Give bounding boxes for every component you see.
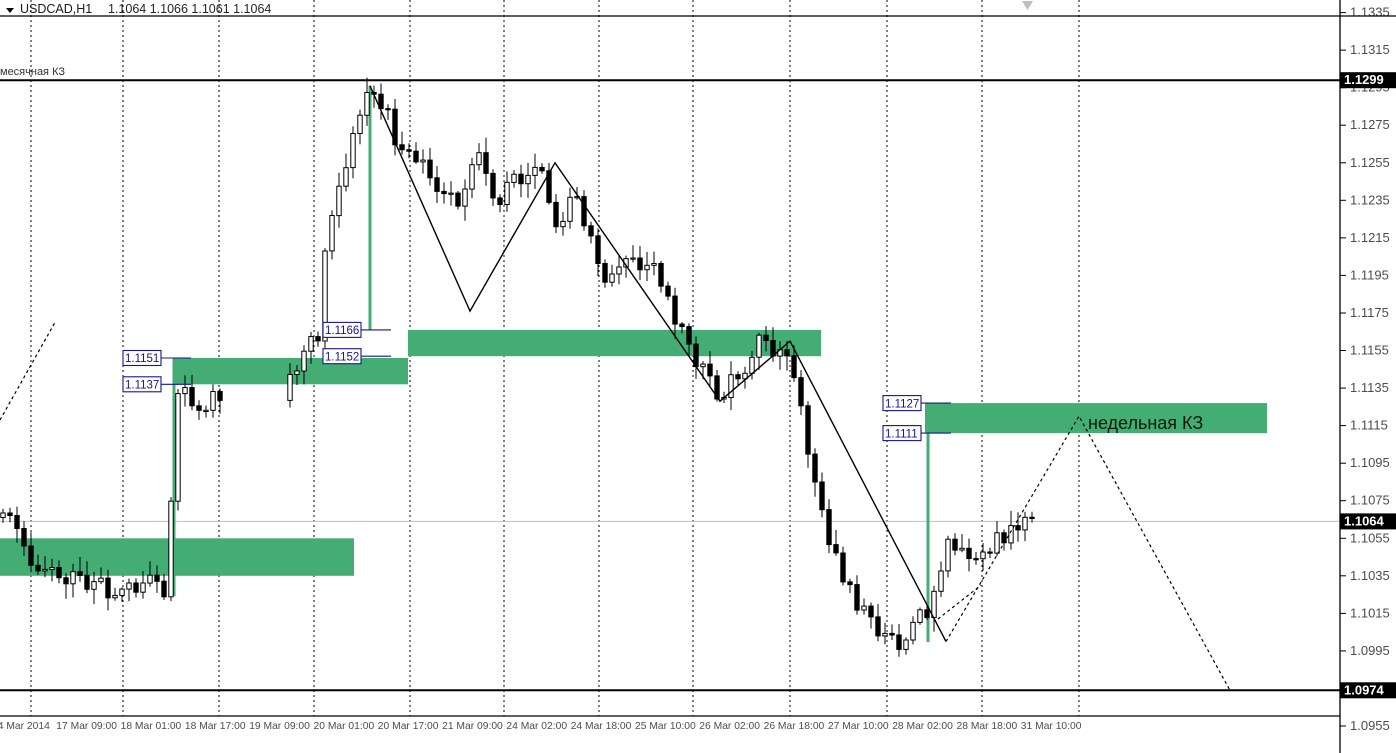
svg-text:1.1255: 1.1255 bbox=[1350, 155, 1390, 170]
svg-text:17 Mar 09:00: 17 Mar 09:00 bbox=[56, 721, 117, 732]
svg-text:19 Mar 09:00: 19 Mar 09:00 bbox=[249, 721, 310, 732]
svg-text:1.1135: 1.1135 bbox=[1350, 380, 1389, 395]
svg-text:24 Mar 02:00: 24 Mar 02:00 bbox=[506, 721, 567, 732]
svg-text:1.1064 1.1066 1.1061 1.1064: 1.1064 1.1066 1.1061 1.1064 bbox=[108, 2, 271, 16]
svg-text:1.1075: 1.1075 bbox=[1350, 493, 1390, 508]
svg-text:1.1335: 1.1335 bbox=[1350, 5, 1390, 20]
svg-text:20 Mar 17:00: 20 Mar 17:00 bbox=[378, 721, 439, 732]
svg-text:18 Mar 17:00: 18 Mar 17:00 bbox=[185, 721, 246, 732]
svg-text:18 Mar 01:00: 18 Mar 01:00 bbox=[121, 721, 182, 732]
svg-text:1.1235: 1.1235 bbox=[1350, 192, 1390, 207]
svg-text:26 Mar 02:00: 26 Mar 02:00 bbox=[699, 721, 760, 732]
svg-text:1.1152: 1.1152 bbox=[325, 351, 359, 363]
svg-text:1.1111: 1.1111 bbox=[885, 428, 918, 440]
svg-text:1.1275: 1.1275 bbox=[1350, 117, 1390, 132]
svg-text:USDCAD,H1: USDCAD,H1 bbox=[20, 2, 92, 16]
svg-text:1.1015: 1.1015 bbox=[1350, 605, 1390, 620]
svg-text:1.1095: 1.1095 bbox=[1350, 455, 1390, 470]
svg-text:14 Mar 2014: 14 Mar 2014 bbox=[0, 721, 50, 732]
svg-text:24 Mar 18:00: 24 Mar 18:00 bbox=[571, 721, 632, 732]
svg-text:1.1175: 1.1175 bbox=[1350, 305, 1389, 320]
svg-text:1.0974: 1.0974 bbox=[1344, 682, 1385, 697]
svg-text:20 Mar 01:00: 20 Mar 01:00 bbox=[314, 721, 375, 732]
svg-text:1.1315: 1.1315 bbox=[1350, 42, 1390, 57]
svg-text:28 Mar 02:00: 28 Mar 02:00 bbox=[892, 721, 953, 732]
svg-text:1.1195: 1.1195 bbox=[1350, 267, 1389, 282]
svg-text:1.1064: 1.1064 bbox=[1344, 513, 1385, 528]
svg-text:31 Mar 10:00: 31 Mar 10:00 bbox=[1021, 721, 1082, 732]
svg-text:27 Mar 10:00: 27 Mar 10:00 bbox=[828, 721, 889, 732]
svg-text:1.0995: 1.0995 bbox=[1350, 643, 1390, 658]
svg-text:26 Mar 18:00: 26 Mar 18:00 bbox=[764, 721, 825, 732]
svg-text:1.1151: 1.1151 bbox=[125, 353, 159, 365]
svg-text:1.1035: 1.1035 bbox=[1350, 568, 1390, 583]
svg-text:1.1166: 1.1166 bbox=[325, 325, 359, 337]
svg-text:21 Mar 09:00: 21 Mar 09:00 bbox=[442, 721, 503, 732]
svg-text:1.1127: 1.1127 bbox=[885, 398, 919, 410]
svg-text:1.1055: 1.1055 bbox=[1350, 530, 1390, 545]
svg-text:28 Mar 18:00: 28 Mar 18:00 bbox=[957, 721, 1018, 732]
svg-text:1.1137: 1.1137 bbox=[125, 380, 159, 392]
svg-text:25 Mar 10:00: 25 Mar 10:00 bbox=[635, 721, 696, 732]
svg-text:1.1215: 1.1215 bbox=[1350, 230, 1390, 245]
svg-text:1.1115: 1.1115 bbox=[1350, 418, 1388, 433]
svg-text:1.1155: 1.1155 bbox=[1350, 343, 1389, 358]
svg-text:недельная КЗ: недельная КЗ bbox=[1088, 413, 1203, 433]
svg-text:1.1299: 1.1299 bbox=[1344, 72, 1384, 87]
svg-text:месячная КЗ: месячная КЗ bbox=[0, 66, 65, 78]
svg-text:1.0955: 1.0955 bbox=[1350, 718, 1390, 733]
